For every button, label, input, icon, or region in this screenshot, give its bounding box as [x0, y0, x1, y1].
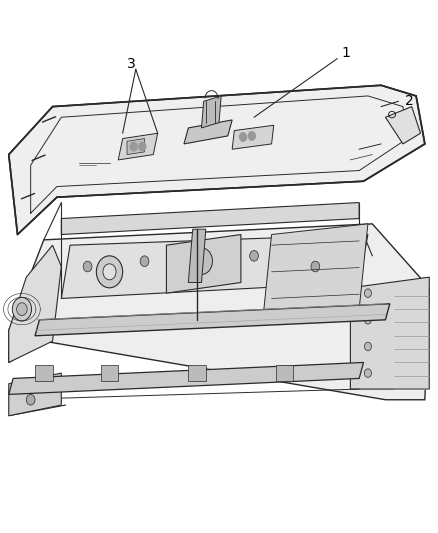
Polygon shape	[35, 365, 53, 381]
Polygon shape	[276, 365, 293, 381]
Polygon shape	[184, 120, 232, 144]
Polygon shape	[350, 277, 429, 389]
Polygon shape	[263, 224, 368, 320]
Circle shape	[240, 133, 247, 141]
Polygon shape	[166, 235, 241, 293]
Circle shape	[364, 369, 371, 377]
Circle shape	[12, 297, 32, 321]
Circle shape	[96, 256, 123, 288]
Circle shape	[248, 132, 255, 140]
Polygon shape	[9, 224, 429, 400]
Text: 3: 3	[127, 57, 136, 71]
Circle shape	[139, 142, 146, 151]
Circle shape	[130, 142, 137, 151]
Polygon shape	[9, 362, 364, 394]
Circle shape	[103, 264, 116, 280]
Circle shape	[83, 261, 92, 272]
Polygon shape	[101, 365, 118, 381]
Polygon shape	[61, 235, 368, 298]
Circle shape	[364, 316, 371, 324]
Polygon shape	[385, 107, 420, 144]
Circle shape	[17, 303, 27, 316]
Text: 2: 2	[405, 94, 414, 108]
Polygon shape	[61, 203, 359, 235]
Circle shape	[140, 256, 149, 266]
Polygon shape	[9, 85, 425, 235]
Polygon shape	[201, 96, 221, 128]
Text: 1: 1	[342, 46, 350, 60]
Polygon shape	[9, 373, 61, 416]
Polygon shape	[127, 139, 145, 155]
Polygon shape	[188, 365, 206, 381]
Polygon shape	[35, 304, 390, 336]
Circle shape	[364, 289, 371, 297]
Circle shape	[311, 261, 320, 272]
Circle shape	[364, 342, 371, 351]
Polygon shape	[9, 245, 61, 362]
Circle shape	[250, 251, 258, 261]
Polygon shape	[188, 229, 206, 282]
Polygon shape	[232, 125, 274, 149]
Polygon shape	[118, 133, 158, 160]
Circle shape	[191, 248, 212, 274]
Circle shape	[26, 394, 35, 405]
